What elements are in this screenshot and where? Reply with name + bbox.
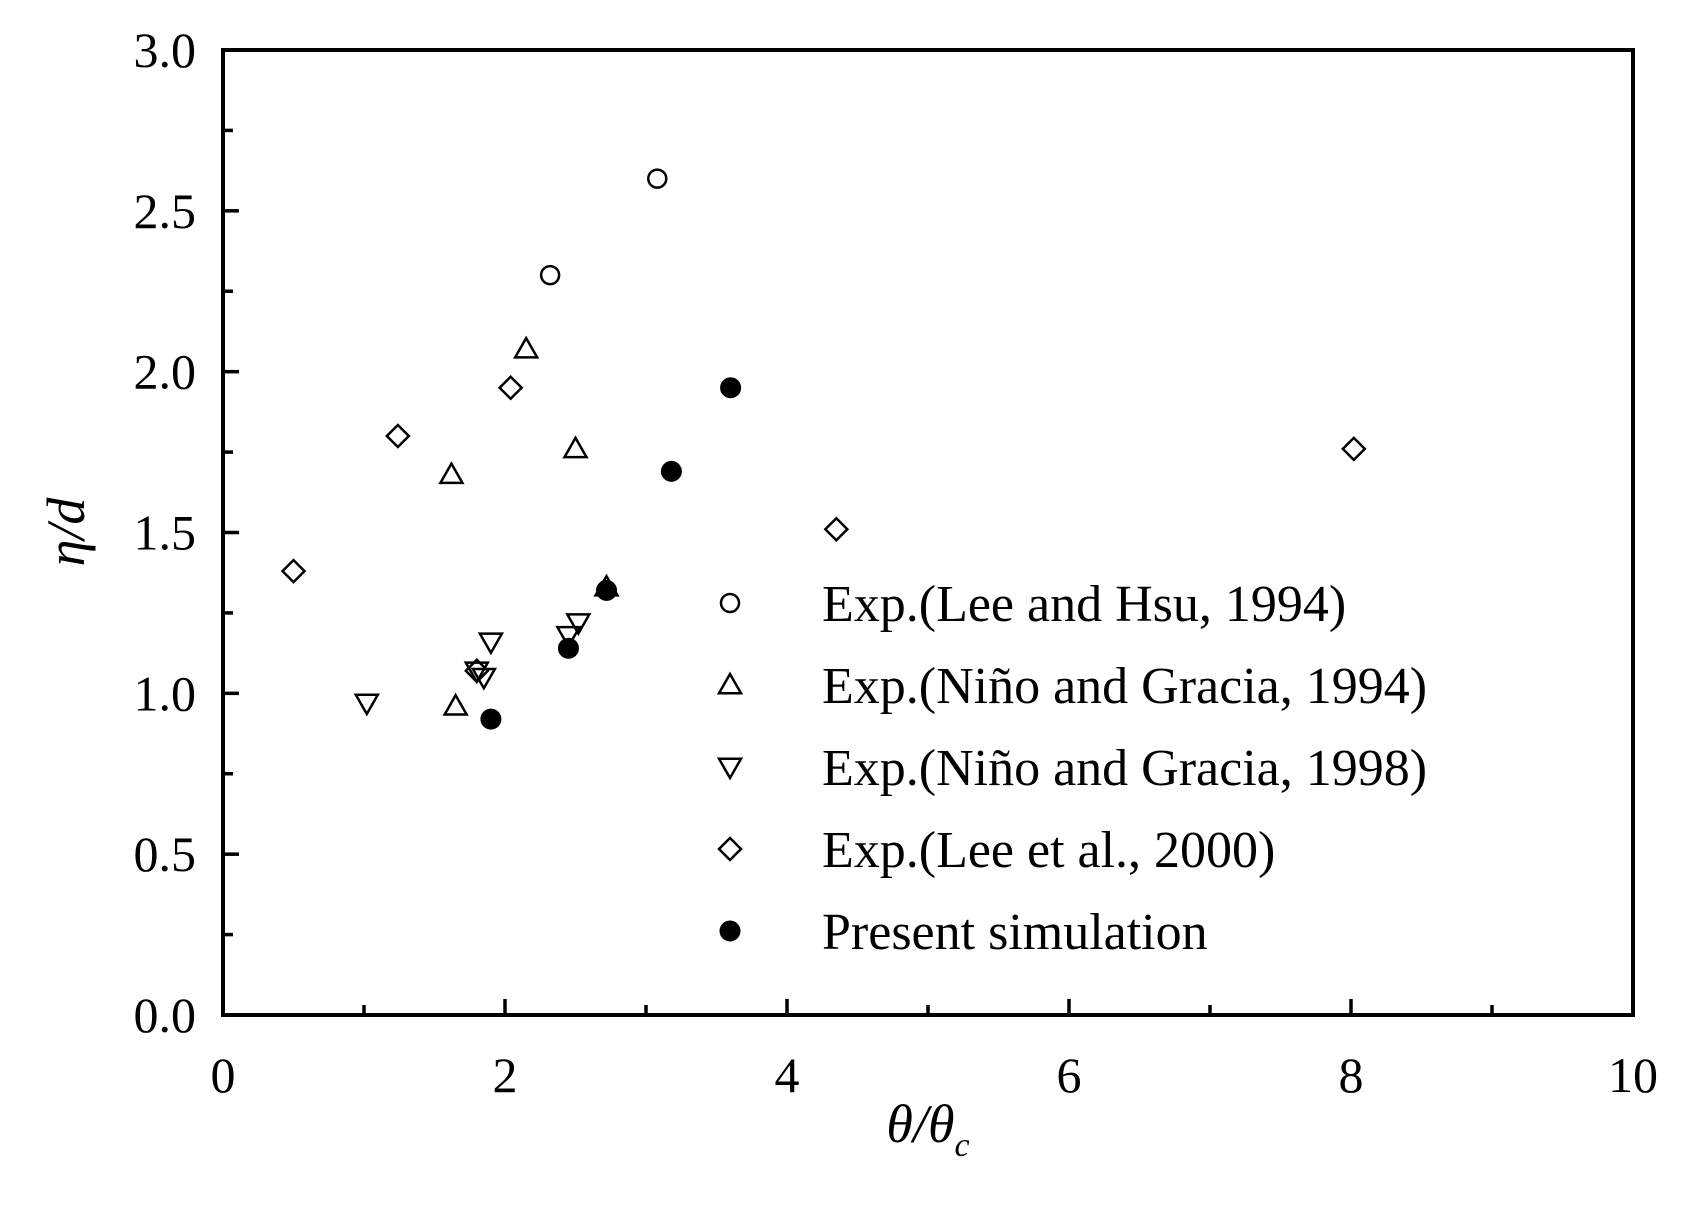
y-tick-label: 3.0 <box>134 22 197 78</box>
legend-label: Present simulation <box>822 904 1208 961</box>
data-point <box>557 637 579 659</box>
legend: Exp.(Lee and Hsu, 1994) Exp.(Niño and Gra… <box>716 576 1427 961</box>
data-point <box>477 632 505 656</box>
y-tick-label: 0.5 <box>134 826 197 882</box>
y-tick-label: 1.5 <box>134 505 197 561</box>
x-tick-label: 0 <box>211 1047 236 1103</box>
x-axis-title: θ/θc <box>886 1094 969 1164</box>
data-point <box>280 558 307 584</box>
legend-marker <box>716 757 744 781</box>
series-5 <box>480 377 742 730</box>
series-2 <box>438 335 620 716</box>
legend-item: Exp.(Lee and Hsu, 1994) <box>719 576 1346 633</box>
y-tick-label: 2.0 <box>134 344 197 400</box>
data-point <box>480 708 502 730</box>
data-point <box>720 377 742 399</box>
legend-label: Exp.(Niño and Gracia, 1994) <box>822 658 1427 715</box>
data-points <box>280 168 1367 730</box>
data-point <box>497 374 524 401</box>
data-point <box>565 613 592 637</box>
data-point <box>353 693 380 717</box>
x-tick-label: 2 <box>493 1047 518 1103</box>
data-point <box>464 658 490 684</box>
legend-marker <box>716 671 744 695</box>
x-tick-label: 8 <box>1339 1047 1364 1103</box>
axis-ticks <box>221 48 1635 1017</box>
legend-marker <box>719 592 741 614</box>
tick-labels: 0 2 4 6 8 10 0.0 0.5 1.0 1.5 2.0 2.5 3.0 <box>134 22 1659 1103</box>
legend-item: Present simulation <box>719 904 1208 961</box>
legend-label: Exp.(Lee and Hsu, 1994) <box>822 576 1346 633</box>
data-point <box>512 335 540 359</box>
data-point <box>463 661 490 685</box>
legend-marker <box>719 920 741 942</box>
y-axis-title: η/d <box>36 497 96 567</box>
data-point <box>539 264 561 286</box>
legend-item: Exp.(Niño and Gracia, 1994) <box>716 658 1427 715</box>
data-point <box>647 168 668 189</box>
data-point <box>555 625 582 649</box>
data-point <box>1341 436 1367 462</box>
data-point <box>438 461 465 485</box>
y-tick-label: 1.0 <box>134 665 197 721</box>
y-tick-label: 0.0 <box>134 987 197 1043</box>
x-tick-label: 10 <box>1608 1047 1658 1103</box>
series-1 <box>539 168 668 286</box>
x-tick-label: 4 <box>775 1047 800 1103</box>
data-point <box>823 516 850 543</box>
legend-item: Exp.(Niño and Gracia, 1998) <box>716 740 1427 797</box>
legend-label: Exp.(Niño and Gracia, 1998) <box>822 740 1427 797</box>
legend-label: Exp.(Lee et al., 2000) <box>822 822 1275 879</box>
data-point <box>596 579 618 601</box>
data-point <box>385 423 411 449</box>
legend-item: Exp.(Lee et al., 2000) <box>717 822 1275 879</box>
legend-marker <box>717 836 743 862</box>
y-tick-label: 2.5 <box>134 183 197 239</box>
series-4 <box>280 374 1367 684</box>
data-point <box>660 460 682 482</box>
x-tick-label: 6 <box>1057 1047 1082 1103</box>
x-axis-title-subscript: c <box>954 1127 969 1164</box>
data-point <box>442 692 469 716</box>
data-point <box>562 435 589 459</box>
